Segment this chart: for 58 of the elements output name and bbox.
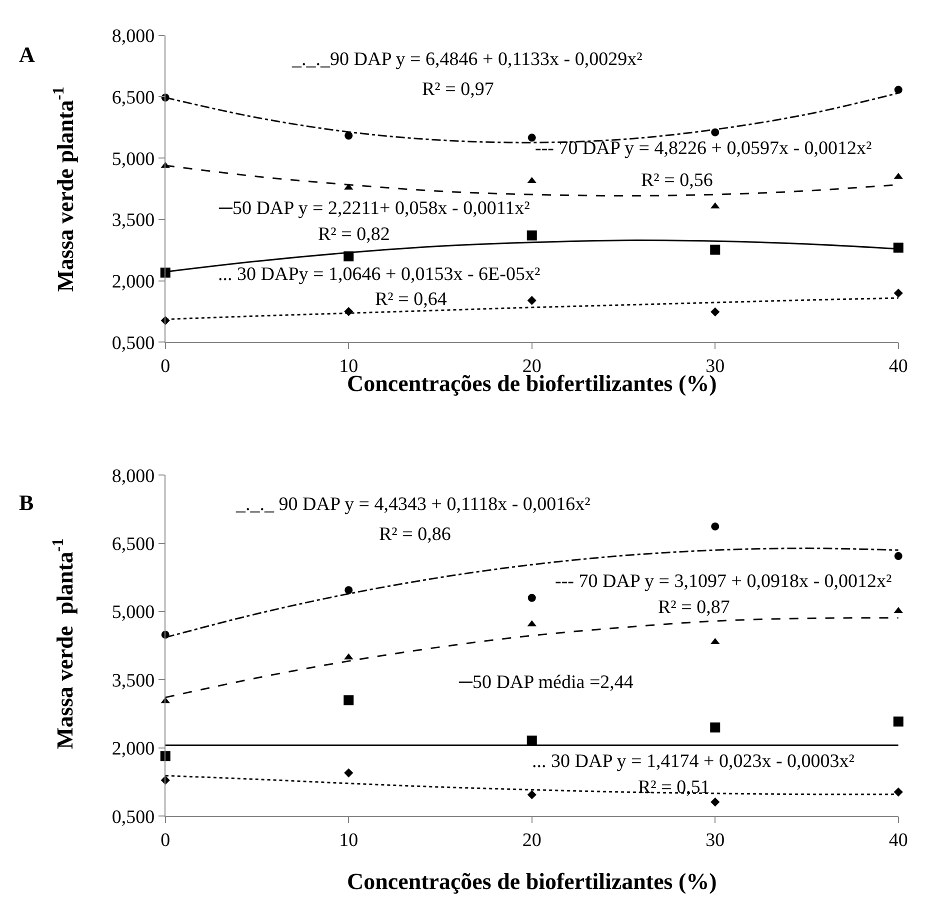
- point: [710, 722, 720, 732]
- text: B: [19, 490, 34, 515]
- x-tick-label: 30: [706, 830, 725, 851]
- y-tick-label: 6,500: [112, 87, 155, 108]
- annotation: ─50 DAP média =2,44: [458, 672, 634, 693]
- y-tick-label: 0,500: [112, 332, 155, 354]
- point: [893, 716, 904, 727]
- point: [528, 134, 536, 142]
- y-tick-label: 3,500: [112, 210, 155, 232]
- annotation: R² = 0,64: [375, 289, 448, 310]
- point: [344, 586, 353, 594]
- annotation: ... 30 DAPy = 1,0646 + 0,0153x - 6E-05x²: [218, 264, 540, 285]
- y-tick-label: 8,000: [112, 26, 155, 48]
- y-tick-label: 5,000: [112, 148, 155, 170]
- x-tick-label: 40: [888, 356, 908, 378]
- annotation: _._._ 90 DAP y = 4,4343 + 0,1118x - 0,0016x²: [235, 494, 591, 515]
- y-tick-label: 0,500: [112, 806, 155, 828]
- annotation: --- 70 DAP y = 3,1097 + 0,0918x - 0,0012x²: [555, 571, 892, 592]
- point: [160, 751, 170, 762]
- x-tick-label: 40: [888, 830, 908, 851]
- point: [344, 768, 354, 778]
- x-axis-title: Concentrações de biofertilizantes (%): [347, 371, 717, 396]
- x-axis-title: Concentrações de biofertilizantes (%): [347, 869, 717, 894]
- point: [526, 230, 537, 240]
- point: [344, 695, 354, 706]
- point: [344, 132, 353, 140]
- annotation: R² = 0,87: [658, 597, 730, 618]
- point: [710, 244, 720, 255]
- y-tick-label: 6,500: [112, 534, 155, 555]
- y-tick-label: 8,000: [112, 466, 155, 487]
- point: [526, 736, 537, 746]
- y-tick-label: 5,000: [112, 602, 155, 624]
- x-tick-label: 0: [160, 356, 170, 378]
- y-tick-label: 2,000: [112, 271, 155, 292]
- y-tick-label: 2,000: [112, 738, 155, 760]
- annotation: ─50 DAP y = 2,2211+ 0,058x - 0,0011x²: [218, 198, 530, 219]
- point: [893, 242, 904, 253]
- annotation: R² = 0,97: [422, 79, 494, 100]
- point: [894, 552, 902, 560]
- point: [894, 86, 902, 94]
- x-tick-label: 20: [522, 830, 542, 851]
- point: [710, 797, 720, 807]
- point: [710, 307, 720, 316]
- annotation: _._._90 DAP y = 6,4846 + 0,1133x - 0,0029x²: [291, 49, 643, 70]
- x-tick-label: 10: [339, 830, 358, 851]
- x-tick-label: 0: [160, 830, 170, 851]
- point: [527, 790, 536, 800]
- chart-title: A: [19, 42, 35, 67]
- annotation: R² = 0,86: [379, 524, 451, 545]
- point: [711, 522, 720, 530]
- point: [527, 296, 536, 306]
- annotation: ... 30 DAP y = 1,4174 + 0,023x - 0,0003x²: [532, 751, 855, 772]
- y-tick-label: 3,500: [112, 670, 155, 692]
- point: [528, 594, 536, 602]
- annotation: R² = 0,56: [641, 170, 713, 191]
- point: [894, 288, 903, 298]
- annotation: R² = 0,82: [318, 224, 390, 245]
- point: [894, 787, 903, 797]
